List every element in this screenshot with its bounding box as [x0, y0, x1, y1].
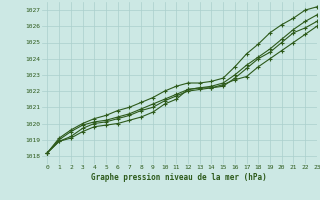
X-axis label: Graphe pression niveau de la mer (hPa): Graphe pression niveau de la mer (hPa) — [91, 173, 267, 182]
